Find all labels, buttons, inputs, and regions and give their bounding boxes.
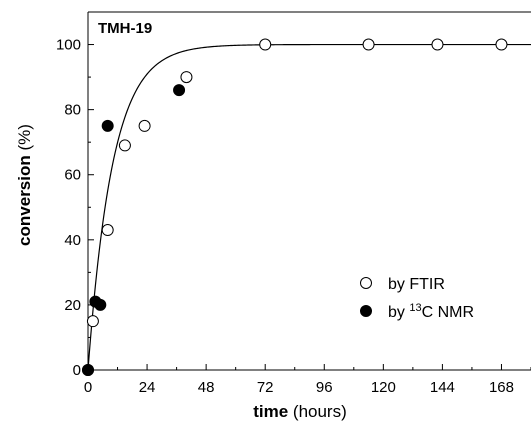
- legend-label-nmr-superscript: 13: [409, 302, 421, 314]
- legend-marker-nmr: [361, 306, 372, 317]
- x-tick-label: 72: [257, 379, 274, 396]
- fit-curve-line: [88, 45, 531, 370]
- axes: 0 24 48 72 96 120 144 168 0 20 40 60 80 100: [56, 12, 531, 396]
- x-tick-label: 96: [316, 379, 333, 396]
- x-tick-label: 144: [430, 379, 455, 396]
- nmr-data-point: [83, 365, 94, 376]
- y-tick-label: 80: [64, 102, 81, 119]
- y-tick-label: 0: [73, 362, 81, 379]
- legend-label-nmr-suffix: C NMR: [422, 304, 474, 321]
- legend-label-ftir: by FTIR: [388, 276, 445, 293]
- ftir-data-point: [139, 120, 150, 131]
- ftir-data-point: [87, 316, 98, 327]
- y-tick-label: 100: [56, 37, 81, 54]
- ftir-data-point: [363, 39, 374, 50]
- panel-label: TMH-19: [98, 20, 152, 37]
- data-points-layer: [83, 39, 507, 375]
- y-tick-label: 20: [64, 297, 81, 314]
- legend-marker-ftir: [361, 278, 372, 289]
- nmr-data-point: [95, 299, 106, 310]
- x-tick-label: 0: [84, 379, 92, 396]
- fit-curve-layer: [88, 45, 531, 370]
- y-tick-label: 60: [64, 167, 81, 184]
- y-axis-title: conversion (%): [15, 124, 34, 246]
- y-axis-title-bold: conversion: [15, 155, 34, 246]
- ftir-data-point: [260, 39, 271, 50]
- x-tick-label: 168: [489, 379, 514, 396]
- ftir-data-point: [119, 140, 130, 151]
- legend-label-nmr: by 13C NMR: [388, 302, 474, 321]
- x-tick-label: 120: [371, 379, 396, 396]
- ftir-data-point: [496, 39, 507, 50]
- x-axis-title: time (hours): [253, 402, 347, 421]
- nmr-data-point: [174, 85, 185, 96]
- x-tick-label: 24: [139, 379, 156, 396]
- y-tick-label: 40: [64, 232, 81, 249]
- ftir-data-point: [102, 225, 113, 236]
- x-axis-title-unit: (hours): [288, 402, 347, 421]
- legend-label-nmr-prefix: by: [388, 304, 409, 321]
- legend: by FTIR by 13C NMR: [361, 276, 475, 321]
- nmr-data-point: [102, 120, 113, 131]
- x-axis-title-bold: time: [253, 402, 288, 421]
- x-tick-label: 48: [198, 379, 215, 396]
- ftir-data-point: [432, 39, 443, 50]
- ftir-data-point: [181, 72, 192, 83]
- y-axis-title-unit: (%): [15, 124, 34, 155]
